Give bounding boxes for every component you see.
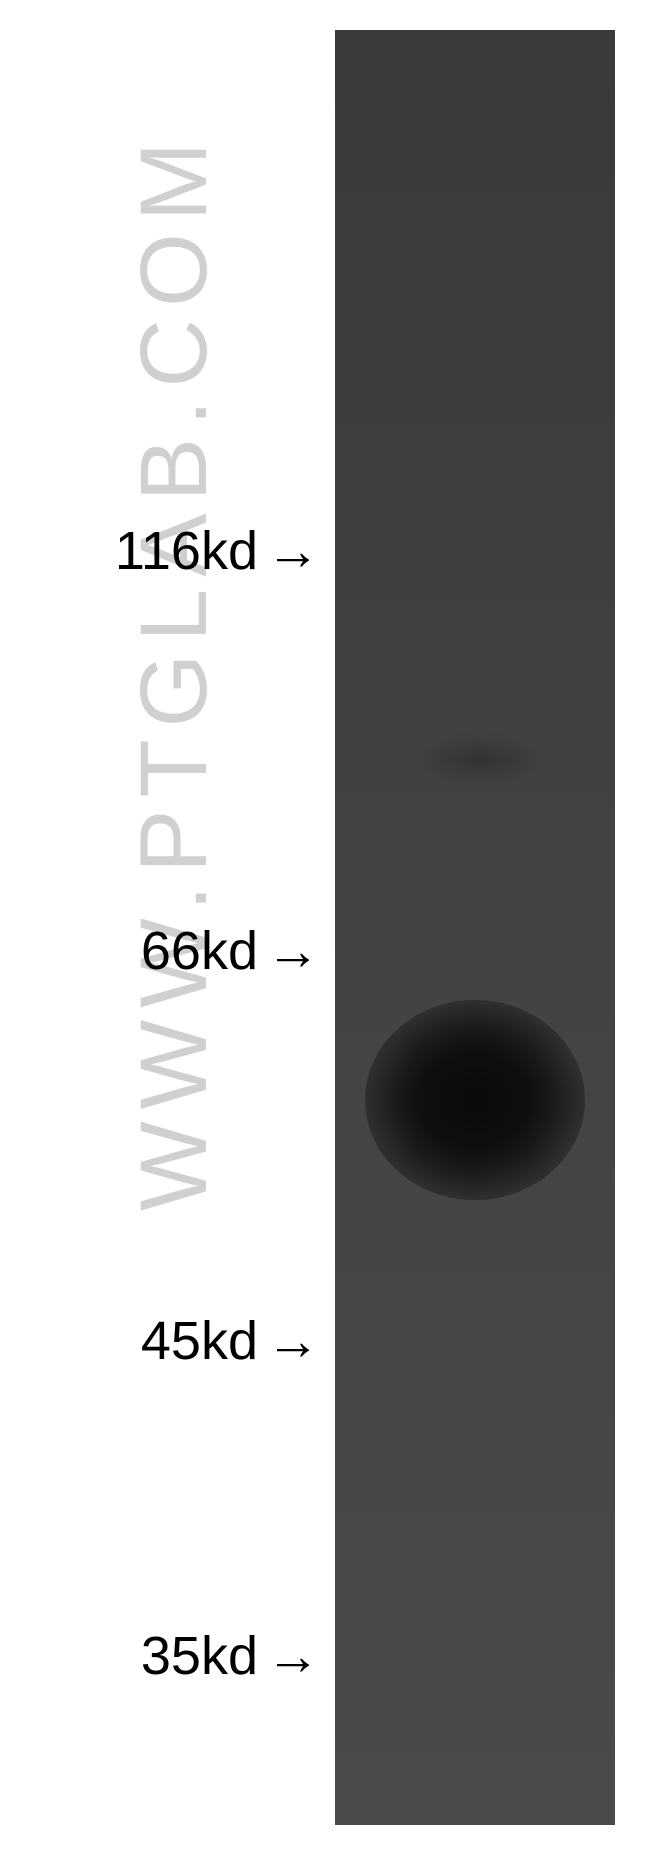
- marker-66kd: 66kd→: [30, 920, 320, 982]
- blot-container: WWW.PTGLAB.COM 116kd→ 66kd→ 45kd→ 35kd→: [0, 0, 650, 1855]
- marker-label-text: 66kd: [141, 921, 258, 981]
- arrow-icon: →: [266, 1625, 320, 1687]
- blot-lane: [335, 30, 615, 1825]
- arrow-icon: →: [266, 920, 320, 982]
- marker-label-text: 116kd: [115, 521, 258, 581]
- marker-116kd: 116kd→: [30, 520, 320, 582]
- marker-45kd: 45kd→: [30, 1310, 320, 1372]
- marker-35kd: 35kd→: [30, 1625, 320, 1687]
- main-band: [365, 1000, 585, 1200]
- marker-label-text: 45kd: [141, 1311, 258, 1371]
- watermark-text: WWW.PTGLAB.COM: [120, 130, 229, 1211]
- faint-band: [405, 730, 555, 790]
- arrow-icon: →: [266, 520, 320, 582]
- marker-label-text: 35kd: [141, 1626, 258, 1686]
- arrow-icon: →: [266, 1310, 320, 1372]
